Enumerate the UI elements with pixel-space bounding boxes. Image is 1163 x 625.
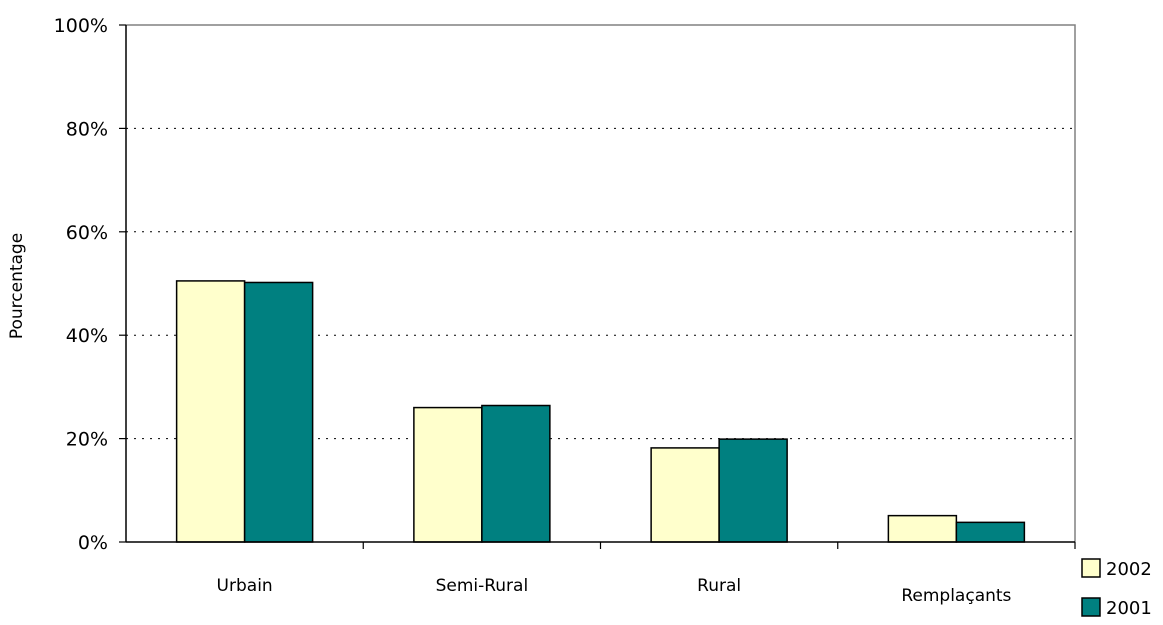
bar-b — [955, 521, 1026, 543]
y-tick-label: 80% — [66, 118, 108, 140]
bar-b — [481, 404, 551, 543]
x-category-label: Remplaçants — [901, 586, 1011, 606]
y-tick-label: 100% — [54, 15, 108, 37]
bar-a — [175, 280, 246, 543]
x-category-label: Semi-Rural — [436, 576, 529, 596]
bars — [175, 280, 1026, 543]
bar-a — [887, 514, 958, 543]
x-category-label: Rural — [697, 576, 741, 596]
legend-swatch-2001 — [1081, 597, 1101, 617]
legend-swatch-2002 — [1081, 558, 1101, 578]
axis-labels: 0% 20% 40% 60% 80% 100% Urbain Semi-Rural Rural R… — [54, 15, 1012, 606]
y-tick-label: 0% — [78, 532, 108, 554]
y-tick-label: 60% — [66, 222, 108, 244]
legend: 2002 2001 — [1081, 558, 1152, 619]
legend-label-2001: 2001 — [1106, 598, 1152, 619]
y-tick-label: 40% — [66, 325, 108, 347]
plot-frame — [126, 24, 1076, 542]
legend-label-2002: 2002 — [1106, 559, 1152, 580]
y-tick-label: 20% — [66, 429, 108, 451]
bar-a — [413, 406, 483, 543]
axes — [119, 24, 1076, 549]
bar-a — [650, 447, 720, 543]
bar-b — [243, 281, 314, 543]
y-axis-label: Pourcentage — [7, 233, 27, 339]
x-category-label: Urbain — [217, 576, 273, 596]
bar-b — [718, 438, 788, 543]
